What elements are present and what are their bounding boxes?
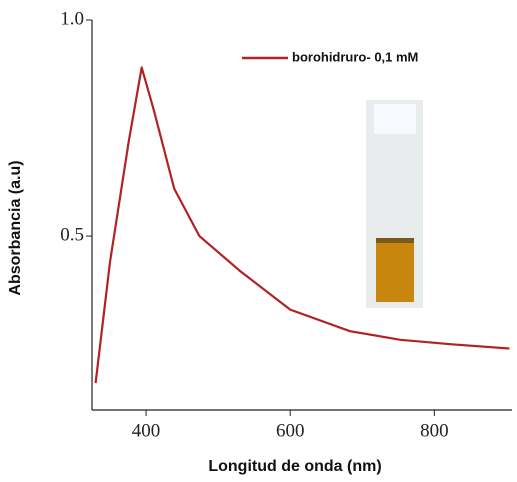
x-tick-label: 800 (420, 420, 449, 441)
x-tick-label: 400 (132, 420, 161, 441)
cuvette-image (366, 100, 423, 308)
y-tick-label: 1.0 (60, 8, 84, 29)
x-tick-label: 600 (276, 420, 305, 441)
data-line (94, 66, 510, 384)
y-tick-label: 0.5 (60, 224, 84, 245)
y-axis-label: Absorbancia (a.u) (7, 160, 24, 295)
legend-label: borohidruro- 0,1 mM (292, 49, 418, 64)
x-axis-label: Longitud de onda (nm) (208, 458, 381, 475)
